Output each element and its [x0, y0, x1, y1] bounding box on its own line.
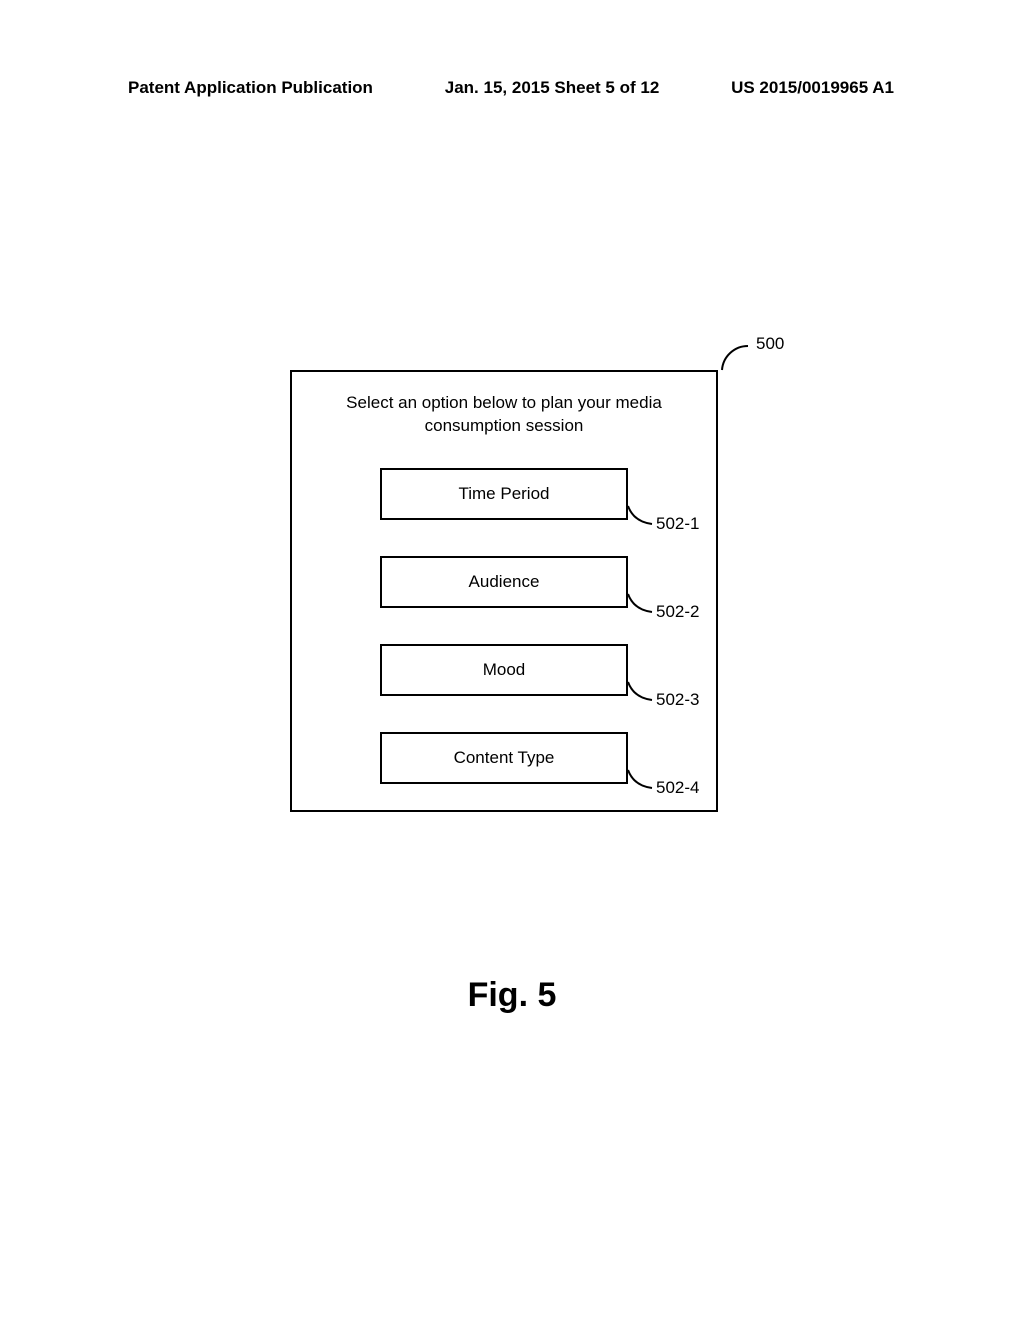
media-session-panel: Select an option below to plan your medi…	[290, 370, 718, 812]
option-label: Audience	[469, 572, 540, 592]
option-content-type[interactable]: Content Type	[380, 732, 628, 784]
figure-caption: Fig. 5	[0, 976, 1024, 1015]
option-label: Time Period	[458, 484, 549, 504]
ref-label-502-1: 502-1	[656, 514, 699, 534]
option-label: Content Type	[454, 748, 555, 768]
leader-502-1	[626, 504, 656, 528]
panel-title-line1: Select an option below to plan your medi…	[346, 393, 662, 412]
leader-502-3	[626, 680, 656, 704]
option-label: Mood	[483, 660, 526, 680]
ref-label-502-4: 502-4	[656, 778, 699, 798]
panel-title: Select an option below to plan your medi…	[292, 392, 716, 438]
option-audience[interactable]: Audience	[380, 556, 628, 608]
ref-label-502-3: 502-3	[656, 690, 699, 710]
leader-500	[718, 340, 754, 376]
leader-502-4	[626, 768, 656, 792]
ref-label-500: 500	[756, 334, 784, 354]
option-time-period[interactable]: Time Period	[380, 468, 628, 520]
leader-502-2	[626, 592, 656, 616]
option-mood[interactable]: Mood	[380, 644, 628, 696]
header-right: US 2015/0019965 A1	[731, 78, 894, 98]
header-left: Patent Application Publication	[128, 78, 373, 98]
header-center: Jan. 15, 2015 Sheet 5 of 12	[445, 78, 660, 98]
page-header: Patent Application Publication Jan. 15, …	[0, 78, 1024, 98]
panel-title-line2: consumption session	[425, 416, 584, 435]
ref-label-502-2: 502-2	[656, 602, 699, 622]
